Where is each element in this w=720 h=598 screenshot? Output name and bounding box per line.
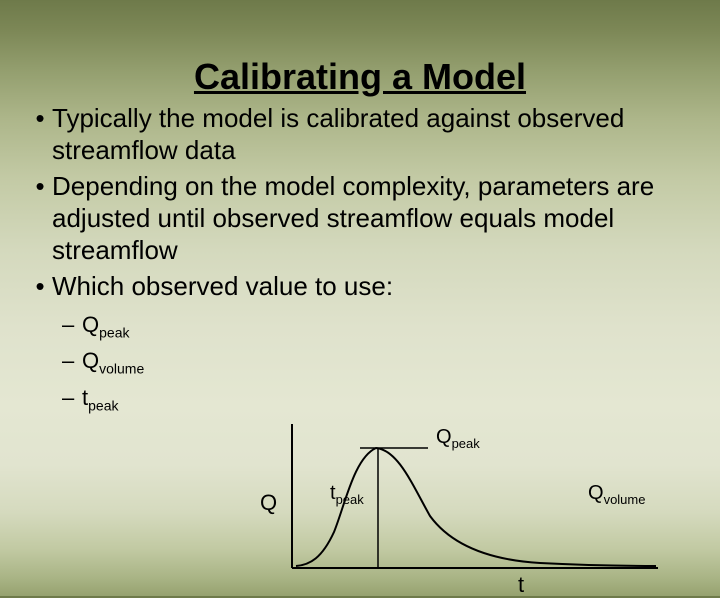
chart-label-qvolume: Qvolume [588, 482, 645, 507]
bullet-text: Which observed value to use: [52, 270, 393, 302]
bullet-text: Typically the model is calibrated agains… [52, 102, 690, 166]
bullet-marker: • [28, 270, 52, 302]
sub-item-qpeak: – Qpeak [62, 312, 720, 340]
bullet-marker: • [28, 102, 52, 134]
bullet-text: Depending on the model complexity, param… [52, 170, 690, 266]
sub-text: Qvolume [82, 348, 144, 376]
sub-text: tpeak [82, 385, 118, 413]
sub-marker: – [62, 385, 82, 411]
bullet-list: • Typically the model is calibrated agai… [28, 102, 690, 302]
sub-item-qvolume: – Qvolume [62, 348, 720, 376]
y-axis-label: Q [260, 490, 277, 516]
sub-item-tpeak: – tpeak [62, 385, 720, 413]
bullet-item: • Which observed value to use: [28, 270, 690, 302]
bullet-item: • Depending on the model complexity, par… [28, 170, 690, 266]
bullet-marker: • [28, 170, 52, 202]
sub-text: Qpeak [82, 312, 129, 340]
chart-label-qpeak: Qpeak [436, 426, 480, 451]
sub-marker: – [62, 348, 82, 374]
slide-title: Calibrating a Model [0, 56, 720, 98]
x-axis-label: t [518, 572, 524, 598]
sub-marker: – [62, 312, 82, 338]
hydrograph-chart: Q t Qpeak tpeak Qvolume [260, 420, 680, 590]
chart-label-tpeak: tpeak [330, 482, 364, 507]
bullet-item: • Typically the model is calibrated agai… [28, 102, 690, 166]
sub-bullet-list: – Qpeak – Qvolume – tpeak [62, 312, 720, 413]
